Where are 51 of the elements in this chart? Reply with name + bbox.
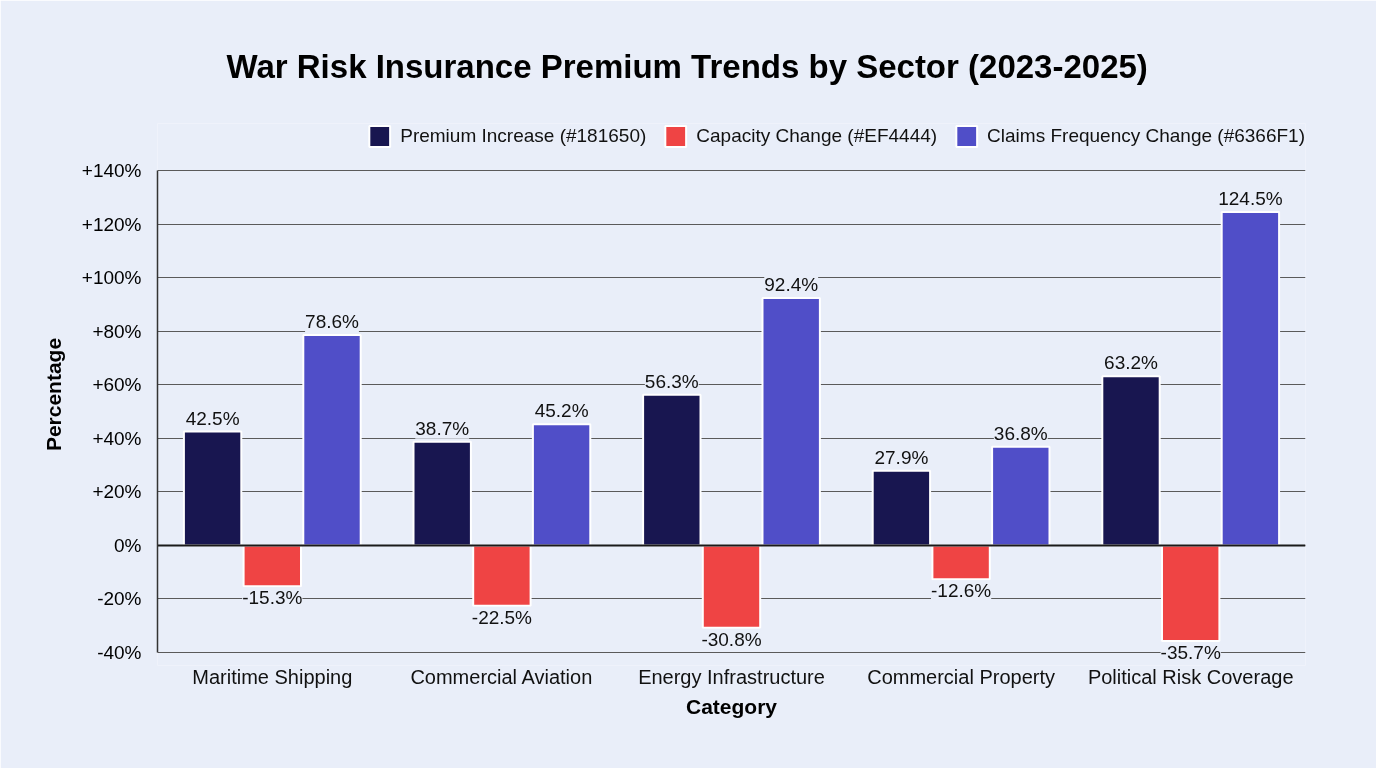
- bar: [302, 333, 362, 547]
- bar: [1161, 544, 1221, 642]
- y-tick-label: +40%: [92, 427, 142, 449]
- chart-title: War Risk Insurance Premium Trends by Sector (2023-2025): [226, 47, 1148, 85]
- data-label: 124.5%: [1218, 188, 1283, 210]
- bar: [931, 544, 991, 581]
- data-label: -12.6%: [931, 580, 992, 602]
- y-tick-label: +100%: [81, 267, 142, 289]
- data-label: 27.9%: [874, 446, 929, 468]
- data-label: 42.5%: [185, 407, 240, 429]
- legend-label: Capacity Change (#EF4444): [696, 125, 938, 147]
- bar: [472, 544, 532, 607]
- x-tick-label: Commercial Property: [867, 665, 1056, 688]
- x-tick-label: Commercial Aviation: [410, 665, 593, 688]
- x-tick-label: Maritime Shipping: [192, 665, 353, 688]
- y-tick-label: +80%: [92, 320, 142, 342]
- bar: [701, 544, 762, 629]
- data-label: 92.4%: [764, 273, 819, 295]
- y-tick-label: +120%: [81, 213, 142, 235]
- legend-label: Claims Frequency Change (#6366F1): [987, 125, 1305, 147]
- y-axis-title: Percentage: [41, 337, 65, 452]
- y-tick-label: +20%: [92, 481, 142, 503]
- data-label: 45.2%: [534, 400, 589, 422]
- y-tick-label: 0%: [114, 534, 142, 556]
- x-tick-label: Energy Infrastructure: [638, 665, 825, 688]
- y-tick-label: +60%: [92, 374, 142, 396]
- bar: [242, 544, 302, 588]
- bar: [412, 440, 472, 547]
- legend-label: Premium Increase (#181650): [400, 125, 647, 147]
- data-label: 63.2%: [1104, 352, 1159, 374]
- bar: [531, 423, 592, 547]
- data-label: -22.5%: [471, 606, 533, 628]
- x-axis-title: Category: [685, 694, 778, 718]
- data-label: 56.3%: [644, 370, 699, 392]
- bar: [182, 430, 243, 547]
- data-label: -35.7%: [1160, 641, 1221, 663]
- data-label: -30.8%: [701, 628, 762, 650]
- bar: [642, 393, 702, 547]
- bar: [871, 469, 932, 547]
- data-label: 36.8%: [993, 422, 1048, 444]
- x-tick-label: Political Risk Coverage: [1087, 665, 1294, 688]
- y-tick-label: -20%: [97, 588, 142, 610]
- data-label: -15.3%: [242, 587, 303, 609]
- bar: [991, 445, 1051, 547]
- data-label: 78.6%: [305, 310, 360, 332]
- y-tick-label: -40%: [97, 642, 142, 663]
- bar: [1101, 375, 1161, 547]
- data-label: 38.7%: [415, 417, 470, 439]
- bar: [761, 296, 821, 547]
- y-tick-label: +140%: [81, 160, 142, 181]
- bar: [1220, 211, 1281, 547]
